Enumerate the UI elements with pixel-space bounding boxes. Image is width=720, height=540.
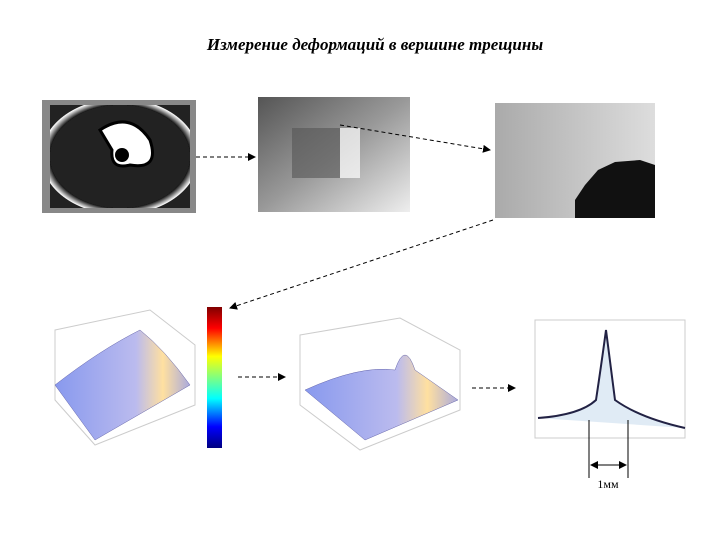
peak-plot [534,319,686,478]
colorbar [207,307,222,448]
displacement-map [495,103,655,218]
scale-label: 1мм [597,477,619,491]
surface-plot [299,317,461,451]
surface-plot [54,309,196,446]
title: Измерение деформаций в вершине трещины [206,35,543,54]
gray-map [258,97,410,212]
fringe-image [42,100,196,213]
arrows [196,124,516,392]
